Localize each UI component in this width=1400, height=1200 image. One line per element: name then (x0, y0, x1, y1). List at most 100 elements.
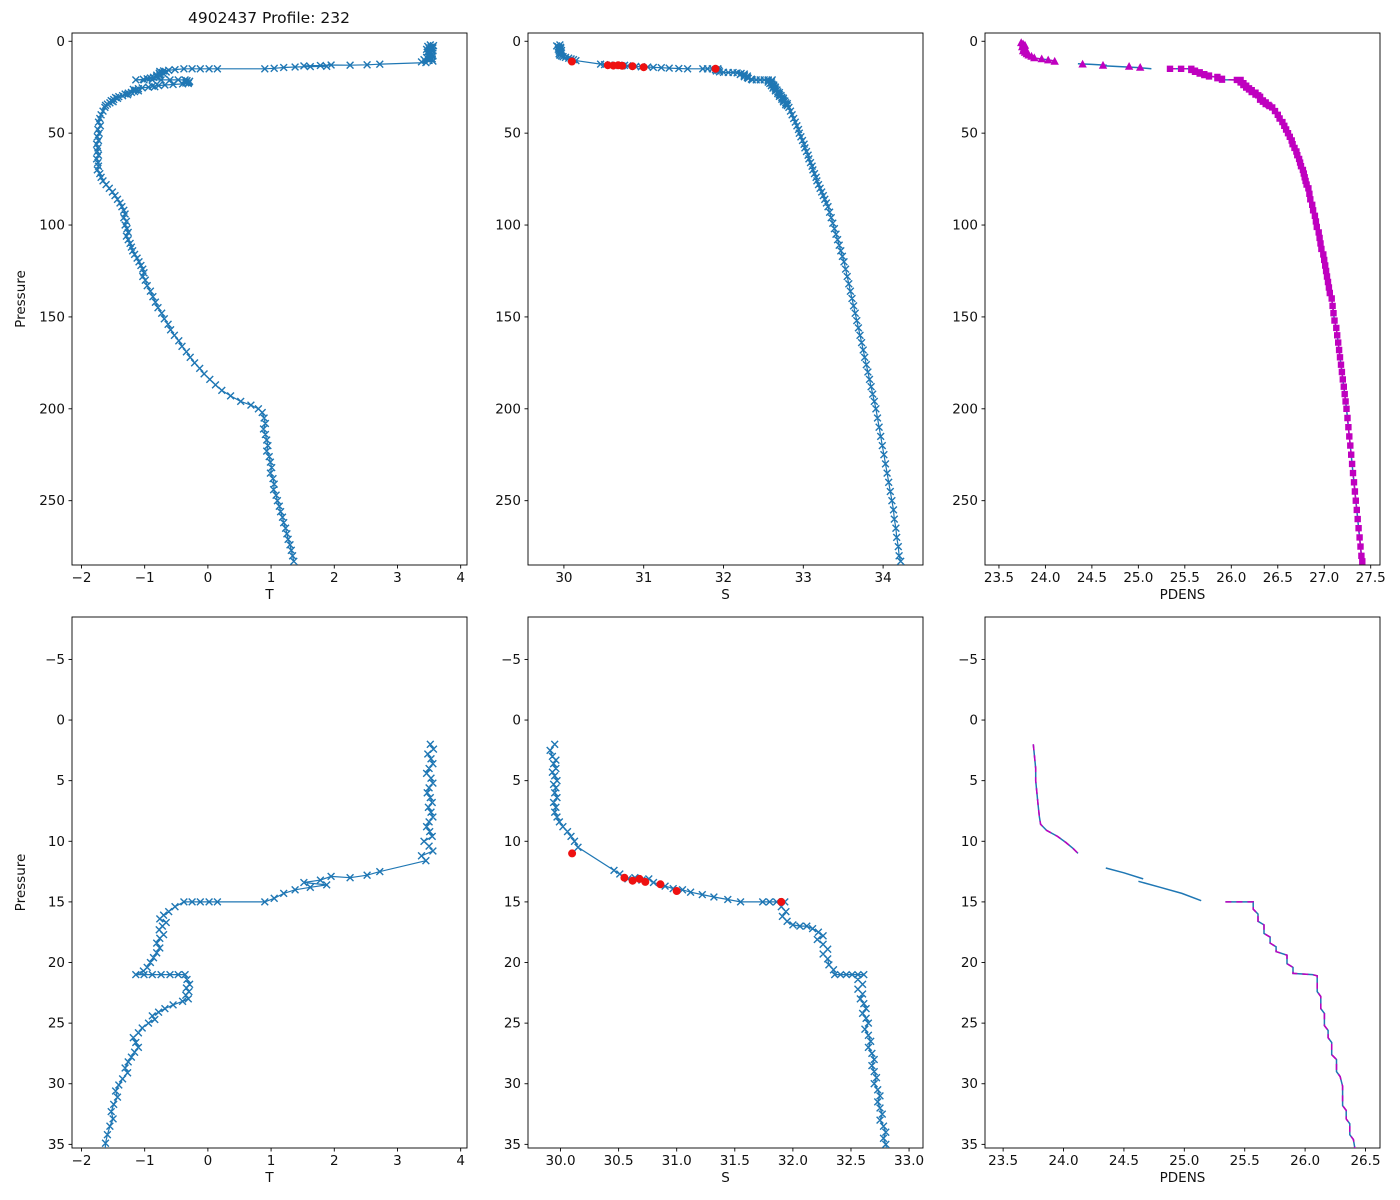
y-tick-label: 100 (39, 218, 65, 234)
x-tick-label: 30.0 (545, 1153, 575, 1169)
plot-area (101, 740, 438, 1148)
y-tick-label: 15 (961, 894, 978, 910)
plot-area (1032, 744, 1356, 1148)
y-tick-label: −5 (45, 652, 65, 668)
x-tick-label: 24.0 (1030, 570, 1060, 586)
y-tick-label: −5 (501, 652, 521, 668)
series-salinity_flagged-circle-markers (568, 849, 786, 906)
x-axis-label: T (264, 1170, 274, 1186)
y-tick-label: 25 (504, 1016, 521, 1032)
y-tick-label: 0 (56, 713, 65, 729)
x-tick-label: 2 (330, 570, 339, 586)
y-tick-label: 0 (512, 34, 521, 50)
series-temperature-x-markers (101, 740, 438, 1148)
x-tick-label: 32.5 (836, 1153, 866, 1169)
series-pdens_triangles-triangle-markers (1017, 38, 1145, 71)
y-tick-label: 150 (952, 309, 978, 325)
y-tick-label: 200 (39, 401, 65, 417)
x-axis-label: T (264, 587, 274, 603)
x-tick-label: 4 (456, 570, 465, 586)
y-axis-label: Pressure (13, 270, 29, 328)
x-tick-label: 23.5 (984, 570, 1014, 586)
y-tick-label: 30 (961, 1076, 978, 1092)
subplot-temperature-full: −2 −1 0 1 2 3 4 0 50 100 150 200 250 T Pressure (13, 32, 468, 603)
series-pdens_segments-line-blue (1138, 880, 1202, 902)
x-tick-label: −1 (135, 1153, 155, 1169)
x-tick-label: 26.5 (1263, 570, 1293, 586)
x-tick-label: 31.5 (720, 1153, 750, 1169)
figure-title: 4902437 Profile: 232 (188, 9, 350, 27)
y-tick-label: 5 (56, 773, 65, 789)
subplot-temperature-zoom: −2 −1 0 1 2 3 4 −5 0 5 10 15 20 25 30 35 T Pressure (13, 616, 468, 1186)
y-tick-label: 100 (495, 218, 521, 234)
y-tick-label: 50 (961, 126, 978, 142)
x-tick-label: 30.5 (604, 1153, 634, 1169)
y-tick-label: 35 (504, 1137, 521, 1153)
y-tick-label: 5 (512, 773, 521, 789)
y-tick-label: 0 (56, 34, 65, 50)
series-pdens_segments-line-magenta (1032, 744, 1079, 854)
axes-frame (984, 32, 1381, 566)
y-tick-label: 25 (48, 1016, 65, 1032)
plot-area (1017, 38, 1366, 565)
y-tick-label: 15 (504, 894, 521, 910)
x-tick-label: 26.5 (1350, 1153, 1380, 1169)
y-tick-label: 30 (504, 1076, 521, 1092)
x-tick-label: 2 (330, 1153, 339, 1169)
subplot-pdens-full: 23.5 24.0 24.5 25.0 25.5 26.0 26.5 27.0 27.5 0 50 1… (952, 32, 1386, 603)
x-tick-label: 24.5 (1109, 1153, 1139, 1169)
y-tick-label: 25 (961, 1016, 978, 1032)
x-tick-label: 26.0 (1216, 570, 1246, 586)
y-tick-label: 150 (39, 309, 65, 325)
x-tick-label: 3 (393, 570, 402, 586)
y-tick-label: 200 (952, 401, 978, 417)
x-axis-label: S (721, 587, 730, 603)
y-tick-label: 15 (48, 894, 65, 910)
x-tick-label: 23.5 (988, 1153, 1018, 1169)
y-tick-label: 100 (952, 218, 978, 234)
x-tick-label: −2 (72, 1153, 92, 1169)
x-tick-label: 4 (456, 1153, 465, 1169)
x-tick-label: 34 (875, 570, 892, 586)
y-tick-label: −5 (958, 652, 978, 668)
axes-frame (984, 616, 1381, 1149)
y-tick-label: 250 (495, 493, 521, 509)
y-tick-label: 0 (512, 713, 521, 729)
series-temperature-x-markers (92, 41, 438, 565)
x-tick-label: 31 (635, 570, 652, 586)
y-tick-label: 20 (48, 955, 65, 971)
y-tick-label: 10 (48, 834, 65, 850)
plot-area (92, 41, 438, 565)
x-tick-label: 25.5 (1170, 570, 1200, 586)
x-tick-label: 33 (795, 570, 812, 586)
x-tick-label: 25.0 (1169, 1153, 1199, 1169)
x-tick-label: 24.5 (1077, 570, 1107, 586)
x-tick-label: 0 (204, 1153, 213, 1169)
y-tick-label: 0 (969, 713, 978, 729)
y-tick-label: 50 (48, 126, 65, 142)
axes-frame (527, 32, 924, 566)
x-tick-label: 30 (555, 570, 572, 586)
x-tick-label: 24.0 (1048, 1153, 1078, 1169)
y-axis-label: Pressure (13, 854, 29, 912)
x-tick-label: 32 (715, 570, 732, 586)
y-tick-label: 50 (504, 126, 521, 142)
y-tick-label: 150 (495, 309, 521, 325)
y-tick-label: 250 (39, 493, 65, 509)
subplot-pdens-zoom: 23.5 24.0 24.5 25.0 25.5 26.0 26.5 −5 0 5 10 15 20 25… (958, 616, 1381, 1186)
x-tick-label: −2 (72, 570, 92, 586)
y-tick-label: 0 (969, 34, 978, 50)
y-tick-label: 10 (504, 834, 521, 850)
y-tick-label: 30 (48, 1076, 65, 1092)
y-tick-label: 35 (961, 1137, 978, 1153)
series-salinity-x-markers (552, 41, 905, 565)
series-salinity_flagged-circle-markers (567, 57, 720, 73)
axes-frame (71, 32, 468, 566)
series-salinity-x-markers (546, 740, 890, 1148)
y-tick-label: 20 (504, 955, 521, 971)
y-tick-label: 10 (961, 834, 978, 850)
x-tick-label: 0 (204, 570, 213, 586)
y-tick-label: 200 (495, 401, 521, 417)
